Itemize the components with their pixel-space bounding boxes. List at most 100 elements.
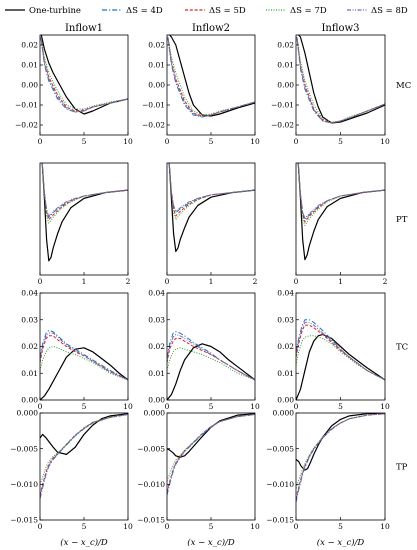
series-line — [167, 333, 255, 381]
panel-tc-inflow1: 0 5 10 0.00 0.01 0.02 0.03 0.04 — [21, 289, 133, 411]
series-line — [296, 333, 385, 400]
y-tick-label: 0.000 — [17, 409, 39, 418]
panel-mc-inflow3: 0 5 10 −0.02 −0.01 0.00 0.01 0.02 — [271, 34, 390, 146]
y-tick-label: 0.01 — [148, 369, 165, 378]
y-tick-label: 0.00 — [21, 81, 38, 90]
y-tick-label: 0.000 — [273, 409, 295, 418]
axes-frame — [39, 292, 129, 401]
y-tick-label: 0.000 — [144, 409, 166, 418]
axes-frame — [295, 34, 386, 136]
x-tick-label: 2 — [253, 277, 258, 286]
x-tick-label: 0 — [294, 277, 299, 286]
y-tick-label: 0.00 — [277, 81, 294, 90]
series-line — [40, 335, 128, 381]
series-line — [167, 331, 255, 381]
series-line — [167, 36, 255, 118]
series-line — [167, 36, 255, 116]
x-tick-label: 5 — [82, 137, 87, 146]
series-line — [167, 36, 255, 118]
series-line — [40, 413, 128, 499]
y-tick-label: 0.03 — [148, 315, 165, 324]
y-tick-label: −0.005 — [10, 444, 38, 453]
x-tick-label: 1 — [338, 277, 343, 286]
x-tick-label: 10 — [123, 402, 133, 411]
series-line — [297, 163, 385, 219]
x-tick-label: 0 — [38, 137, 43, 146]
y-tick-label: −0.015 — [137, 516, 165, 525]
series-line — [40, 36, 128, 110]
x-tick-label: 10 — [250, 522, 260, 531]
x-tick-label: 5 — [209, 137, 214, 146]
x-tick-label: 10 — [123, 137, 133, 146]
y-tick-label: 0.02 — [148, 41, 165, 50]
x-tick-label: 5 — [82, 402, 87, 411]
series-line — [167, 343, 255, 400]
legend-entry: ΔS = 8D — [347, 6, 408, 16]
series-line — [296, 335, 385, 381]
series-line — [167, 413, 255, 492]
series-group — [167, 331, 255, 400]
series-line — [296, 413, 385, 489]
series-line — [40, 347, 128, 400]
y-tick-label: 0.01 — [148, 61, 165, 70]
x-axis-label: (x − x_c)/D — [317, 537, 365, 548]
series-line — [41, 163, 128, 217]
y-tick-label: 0.01 — [21, 61, 38, 70]
legend-label: ΔS = 4D — [126, 6, 163, 16]
y-tick-label: 0.02 — [21, 342, 38, 351]
series-line — [41, 163, 128, 262]
series-line — [167, 36, 255, 117]
series-line — [296, 36, 385, 124]
legend-label: One-turbine — [29, 6, 81, 16]
legend-entry: ΔS = 7D — [266, 6, 327, 16]
series-line — [296, 413, 385, 471]
column-title: Inflow2 — [192, 23, 230, 34]
series-line — [296, 36, 385, 124]
y-tick-label: 0.02 — [21, 41, 38, 50]
series-group — [296, 35, 385, 124]
series-line — [168, 35, 255, 117]
x-tick-label: 10 — [123, 522, 133, 531]
axes-frame — [295, 412, 386, 521]
row-label: TC — [396, 343, 408, 353]
series-line — [168, 163, 255, 221]
y-tick-label: −0.005 — [266, 444, 294, 453]
x-tick-label: 0 — [294, 402, 299, 411]
series-group — [167, 413, 255, 496]
series-line — [41, 163, 128, 218]
series-line — [167, 337, 255, 381]
panel-tc-inflow2: 0 5 10 0.00 0.01 0.02 0.03 0.04 — [148, 289, 260, 411]
series-line — [168, 163, 255, 253]
x-tick-label: 5 — [338, 522, 343, 531]
y-tick-label: −0.01 — [15, 101, 38, 110]
y-tick-label: 0.00 — [148, 396, 165, 405]
series-line — [167, 413, 255, 481]
y-tick-label: −0.010 — [137, 480, 165, 489]
y-tick-label: −0.02 — [15, 121, 38, 130]
x-tick-label: 2 — [126, 277, 131, 286]
y-tick-label: −0.01 — [142, 101, 165, 110]
y-tick-label: 0.04 — [21, 289, 38, 298]
x-tick-label: 0 — [165, 402, 170, 411]
x-tick-label: 5 — [209, 522, 214, 531]
panel-tp-inflow1: 0 5 10 −0.015 −0.010 −0.005 0.000 (x − x_c)/D — [10, 409, 133, 548]
legend: One-turbine ΔS = 4D ΔS = 5D ΔS = 7D ΔS = 8D — [5, 6, 408, 16]
series-line — [167, 347, 255, 381]
x-tick-label: 10 — [250, 137, 260, 146]
legend-label: ΔS = 7D — [290, 6, 327, 16]
x-tick-label: 0 — [38, 402, 43, 411]
y-tick-label: 0.00 — [148, 81, 165, 90]
y-tick-label: 0.04 — [277, 289, 294, 298]
series-line — [167, 413, 255, 458]
x-axis-label: (x − x_c)/D — [187, 537, 235, 548]
y-tick-label: 0.00 — [277, 396, 294, 405]
x-tick-label: 1 — [82, 277, 87, 286]
series-line — [40, 413, 128, 485]
axes-frame — [166, 162, 256, 276]
axes-frame — [166, 34, 256, 136]
series-group — [296, 319, 385, 400]
x-tick-label: 5 — [209, 402, 214, 411]
legend-entry: ΔS = 5D — [185, 6, 246, 16]
x-tick-label: 10 — [380, 522, 390, 531]
series-line — [297, 35, 385, 124]
